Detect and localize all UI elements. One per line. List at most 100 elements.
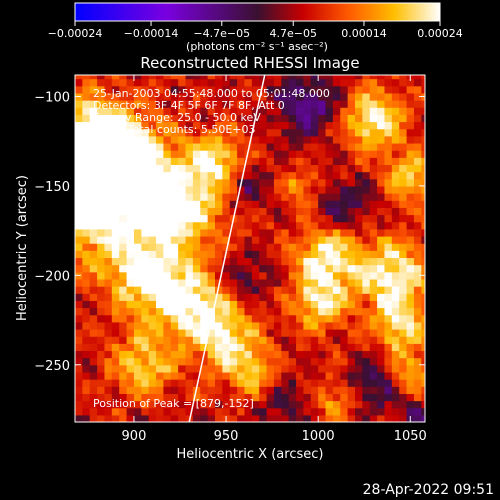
heatmap-cell bbox=[399, 92, 408, 101]
heatmap-cell bbox=[391, 343, 400, 352]
heatmap-cell bbox=[406, 343, 415, 352]
heatmap-cell bbox=[310, 307, 319, 316]
heatmap-cell bbox=[163, 400, 172, 409]
heatmap-cell bbox=[178, 328, 187, 337]
heatmap-cell bbox=[148, 357, 157, 366]
heatmap-cell bbox=[237, 350, 246, 359]
heatmap-cell bbox=[200, 121, 209, 130]
heatmap-cell bbox=[148, 314, 157, 323]
heatmap-cell bbox=[340, 286, 349, 294]
heatmap-cell bbox=[148, 328, 157, 337]
heatmap-cell bbox=[82, 78, 91, 87]
heatmap-cell bbox=[89, 100, 98, 108]
heatmap-cell bbox=[178, 178, 187, 187]
heatmap-cell bbox=[347, 278, 356, 287]
heatmap-cell bbox=[413, 407, 422, 416]
heatmap-cell bbox=[406, 293, 415, 301]
heatmap-cell bbox=[244, 328, 253, 337]
heatmap-cell bbox=[75, 336, 83, 344]
heatmap-cell bbox=[133, 250, 142, 259]
heatmap-cell bbox=[156, 214, 165, 223]
heatmap-cell bbox=[156, 414, 165, 422]
heatmap-cell bbox=[355, 135, 363, 144]
heatmap-cell bbox=[355, 293, 363, 301]
heatmap-cell bbox=[200, 78, 209, 87]
heatmap-cell bbox=[391, 142, 400, 151]
heatmap-cell bbox=[266, 193, 275, 201]
heatmap-cell bbox=[377, 278, 386, 287]
heatmap-cell bbox=[97, 286, 106, 294]
heatmap-cell bbox=[244, 414, 253, 422]
heatmap-cell bbox=[192, 78, 201, 87]
heatmap-cell bbox=[215, 300, 223, 309]
heatmap-cell bbox=[237, 157, 246, 166]
heatmap-cell bbox=[369, 264, 378, 273]
heatmap-cell bbox=[259, 228, 268, 237]
heatmap-cell bbox=[170, 350, 179, 359]
heatmap-cell bbox=[347, 343, 356, 352]
heatmap-cell bbox=[141, 321, 150, 330]
heatmap-cell bbox=[413, 278, 422, 287]
heatmap-cell bbox=[75, 350, 83, 359]
heatmap-cell bbox=[318, 121, 327, 130]
heatmap-cell bbox=[170, 343, 179, 352]
heatmap-cell bbox=[281, 185, 290, 194]
heatmap-cell bbox=[156, 164, 165, 173]
heatmap-cell bbox=[178, 75, 187, 80]
heatmap-cell bbox=[89, 178, 98, 187]
heatmap-cell bbox=[229, 171, 238, 180]
heatmap-cell bbox=[119, 343, 128, 352]
heatmap-cell bbox=[237, 107, 246, 115]
heatmap-cell bbox=[111, 379, 120, 387]
heatmap-cell bbox=[288, 114, 297, 123]
heatmap-cell bbox=[237, 271, 246, 280]
heatmap-cell bbox=[119, 357, 128, 366]
heatmap-cell bbox=[200, 286, 209, 294]
heatmap-cell bbox=[325, 75, 334, 80]
heatmap-cell bbox=[251, 321, 260, 330]
heatmap-cell bbox=[237, 300, 246, 309]
heatmap-cell bbox=[303, 221, 312, 230]
heatmap-cell bbox=[126, 300, 135, 309]
heatmap-cell bbox=[310, 157, 319, 166]
heatmap-cell bbox=[406, 364, 415, 373]
heatmap-cell bbox=[266, 75, 275, 80]
heatmap-cell bbox=[421, 286, 425, 294]
heatmap-cell bbox=[384, 107, 393, 115]
heatmap-cell bbox=[310, 75, 319, 80]
heatmap-cell bbox=[318, 321, 327, 330]
heatmap-cell bbox=[185, 379, 194, 387]
heatmap-cell bbox=[89, 271, 98, 280]
heatmap-cell bbox=[97, 75, 106, 80]
heatmap-cell bbox=[266, 207, 275, 216]
heatmap-cell bbox=[170, 214, 179, 223]
heatmap-cell bbox=[332, 228, 341, 237]
heatmap-cell bbox=[178, 171, 187, 180]
heatmap-cell bbox=[273, 386, 282, 394]
heatmap-cell bbox=[355, 178, 363, 187]
heatmap-cell bbox=[318, 243, 327, 251]
heatmap-cell bbox=[377, 393, 386, 402]
heatmap-cell bbox=[237, 164, 246, 173]
heatmap-cell bbox=[303, 142, 312, 151]
heatmap-cell bbox=[229, 264, 238, 273]
heatmap-cell bbox=[170, 264, 179, 273]
heatmap-cell bbox=[229, 293, 238, 301]
heatmap-cell bbox=[200, 321, 209, 330]
heatmap-cell bbox=[421, 214, 425, 223]
heatmap-cell bbox=[170, 85, 179, 94]
heatmap-cell bbox=[222, 314, 231, 323]
heatmap-cell bbox=[340, 193, 349, 201]
heatmap-cell bbox=[259, 114, 268, 123]
heatmap-cell bbox=[192, 336, 201, 344]
heatmap-cell bbox=[207, 414, 216, 422]
heatmap-cell bbox=[259, 92, 268, 101]
heatmap-cell bbox=[325, 307, 334, 316]
heatmap-cell bbox=[310, 228, 319, 237]
heatmap-cell bbox=[244, 250, 253, 259]
heatmap-cell bbox=[192, 407, 201, 416]
heatmap-cell bbox=[391, 100, 400, 108]
heatmap-cell bbox=[111, 278, 120, 287]
heatmap-cell bbox=[237, 400, 246, 409]
heatmap-cell bbox=[215, 379, 223, 387]
